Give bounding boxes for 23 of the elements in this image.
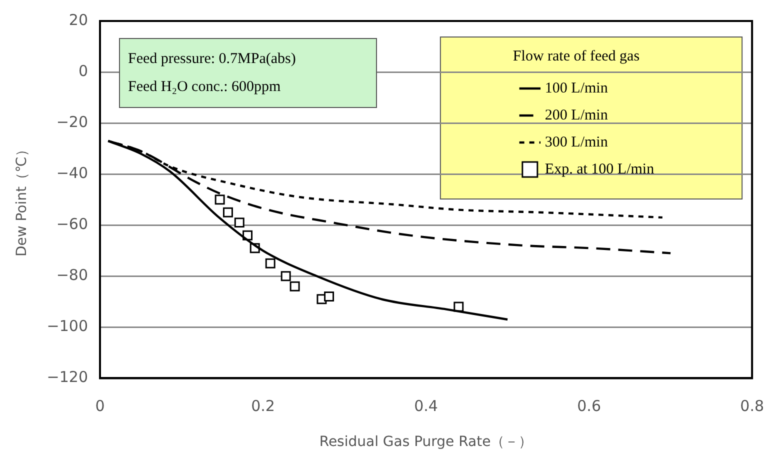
x-tick-label: 0.4 <box>414 397 438 416</box>
legend-label: 300 L/min <box>544 134 608 150</box>
y-tick-label: 20 <box>68 10 88 29</box>
legend-label: Exp. at 100 L/min <box>544 161 655 178</box>
y-tick-label: −120 <box>46 368 88 386</box>
y-tick-label: −80 <box>56 266 88 284</box>
y-tick-label: −20 <box>56 112 88 131</box>
x-tick-label: 0.8 <box>740 397 764 416</box>
x-tick-label: 0.6 <box>577 397 601 416</box>
x-axis-title: Residual Gas Purge Rate（－） <box>319 434 533 450</box>
legend-label: 200 L/min <box>544 107 608 124</box>
legend-label: 100 L/min <box>544 80 608 96</box>
y-axis-title: Dew Point（℃） <box>14 142 30 256</box>
y-tick-label: 0 <box>78 62 88 80</box>
annotation: Feed pressure: 0.7MPa(abs) <box>128 50 297 69</box>
y-tick-label: −40 <box>56 164 88 182</box>
annotation: Feed H₂O conc.: 600ppm <box>128 78 282 97</box>
text-box: Feed pressure: 0.7MPa(abs) Feed H₂O conc.: 600ppm <box>119 38 377 108</box>
y-tick-label: −60 <box>56 215 88 234</box>
legend-title: Flow rate of feed gas <box>512 48 640 64</box>
x-tick-label: 0 <box>95 397 105 416</box>
x-tick-label: 0.2 <box>251 397 275 416</box>
y-tick-label: −100 <box>46 317 88 336</box>
